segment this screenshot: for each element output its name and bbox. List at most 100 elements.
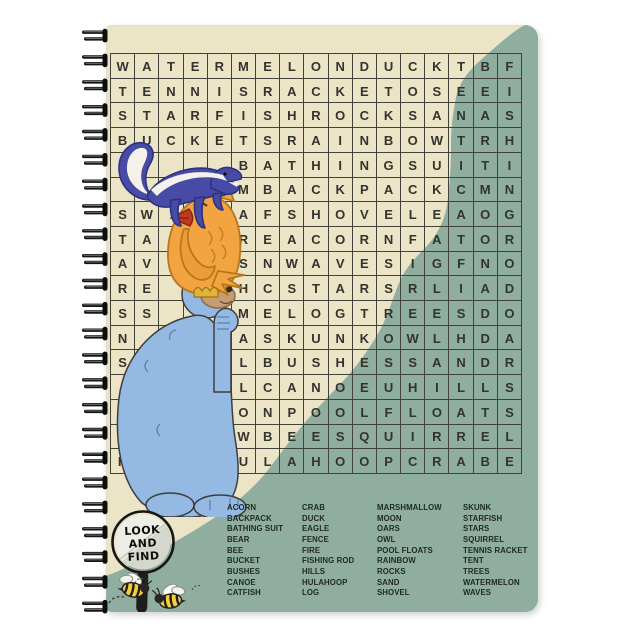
grid-cell: Q [352,424,377,450]
grid-cell: A [135,54,160,79]
bee-icon [152,583,187,609]
grid-cell: K [352,325,377,351]
grid-cell: M [231,54,257,79]
grid-cell: S [111,301,136,326]
grid-cell: N [328,54,353,79]
grid-cell: L [449,375,474,400]
grid-cell: C [256,276,281,302]
word-item: CATFISH [227,588,261,598]
grid-cell: K [280,325,305,351]
grid-cell: P [376,449,402,474]
grid-cell: R [304,103,329,129]
grid-cell: A [425,350,450,376]
grid-cell: A [425,103,450,129]
grid-cell: L [280,301,305,326]
grid-cell: I [207,78,232,104]
grid-cell: L [401,399,426,425]
grid-cell: O [401,78,426,104]
grid-cell: E [473,424,498,450]
grid-cell: O [328,226,353,252]
grid-cell: O [473,202,498,227]
grid-cell: H [401,375,426,400]
word-list-column: ACORN BACKPACK BATHING SUIT BEAR BEE BUCKET BU… [227,503,283,599]
grid-cell: L [231,375,257,400]
word-item: TENT [463,556,484,566]
grid-cell: A [231,325,257,351]
word-item: BUCKET [227,556,261,566]
grid-cell: R [497,226,522,252]
grid-cell: E [135,276,160,302]
grid-cell: R [449,424,474,450]
badge-text-line3: FIND [127,549,160,564]
grid-cell: L [425,325,450,351]
grid-cell: U [280,350,305,376]
grid-cell: O [304,54,329,79]
grid-cell: A [304,128,329,153]
spiral-binding [82,28,108,614]
grid-cell: H [449,325,474,351]
grid-cell: T [111,78,136,104]
grid-cell: A [280,226,305,252]
grid-cell: S [376,350,402,376]
grid-cell: N [111,325,136,351]
grid-cell: F [256,202,281,227]
grid-cell: S [497,399,522,425]
word-item: OWL [377,534,396,544]
grid-cell: O [231,399,257,425]
grid-cell: N [159,78,184,104]
grid-cell: P [280,399,305,425]
grid-cell: I [449,276,474,302]
grid-cell: D [473,350,498,376]
grid-cell: K [425,177,450,203]
grid-cell: O [328,202,353,227]
grid-cell: D [473,325,498,351]
grid-cell: G [376,152,402,178]
grid-cell: O [328,399,353,425]
word-item: POOL FLOATS [377,545,433,555]
grid-cell: S [401,152,426,178]
word-item: OARS [377,524,400,534]
grid-cell: W [401,325,426,351]
bee-trail-icon [108,595,125,604]
grid-cell: O [304,301,329,326]
grid-cell: A [135,226,160,252]
grid-cell: S [328,424,353,450]
grid-cell: A [425,226,450,252]
word-item: CANOE [227,577,256,587]
grid-cell: U [304,325,329,351]
word-item: FENCE [302,534,329,544]
grid-cell: S [401,103,426,129]
grid-cell: T [135,103,160,129]
grid-cell: E [352,375,377,400]
skunk-illustration [118,142,243,229]
grid-cell: A [280,78,305,104]
bee-icon [117,572,152,598]
grid-cell: F [449,251,474,277]
grid-cell: T [304,276,329,302]
grid-cell: R [473,128,498,153]
grid-cell: W [111,54,136,79]
grid-cell: N [328,325,353,351]
grid-cell: R [183,103,208,129]
word-item: ACORN [227,503,257,512]
word-item: SHOVEL [377,588,410,598]
grid-cell [135,152,160,178]
grid-cell: L [425,276,450,302]
grid-cell: A [280,177,305,203]
grid-cell: A [159,103,184,129]
grid-cell: R [497,350,522,376]
grid-cell: R [425,449,450,474]
grid-cell: L [473,375,498,400]
grid-cell: T [231,128,257,153]
badge-text-line1: LOOK [124,523,160,538]
grid-cell: V [328,251,353,277]
grid-cell: O [376,325,402,351]
grid-cell: E [352,251,377,277]
word-item: SKUNK [463,503,492,512]
grid-cell: O [497,301,522,326]
grid-cell: S [231,78,257,104]
grid-cell: S [256,128,281,153]
grid-cell: I [401,251,426,277]
grid-cell: U [425,152,450,178]
grid-cell: B [256,350,281,376]
